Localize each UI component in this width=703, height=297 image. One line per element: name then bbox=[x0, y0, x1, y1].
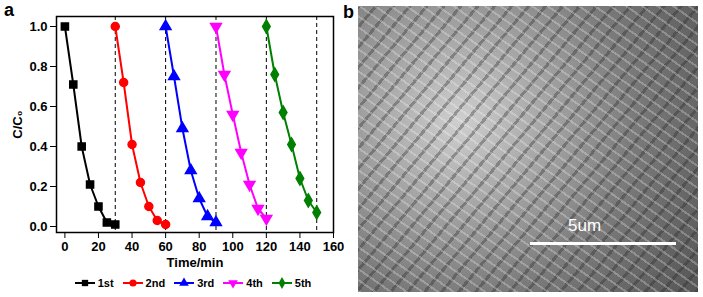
svg-text:120: 120 bbox=[255, 239, 277, 254]
svg-text:1.0: 1.0 bbox=[29, 19, 47, 34]
svg-text:100: 100 bbox=[222, 239, 244, 254]
svg-text:0.8: 0.8 bbox=[29, 59, 47, 74]
svg-text:0.6: 0.6 bbox=[29, 99, 47, 114]
svg-text:0.2: 0.2 bbox=[29, 179, 47, 194]
svg-text:160: 160 bbox=[323, 239, 345, 254]
html-text:5um: 5um bbox=[568, 216, 602, 235]
svg-text:C/C₀: C/C₀ bbox=[10, 110, 25, 138]
svg-text:140: 140 bbox=[289, 239, 311, 254]
svg-text:40: 40 bbox=[125, 239, 139, 254]
svg-text:0.4: 0.4 bbox=[29, 139, 48, 154]
svg-text:0.0: 0.0 bbox=[29, 219, 47, 234]
html-text:3rd: 3rd bbox=[197, 277, 215, 289]
svg-text:80: 80 bbox=[192, 239, 206, 254]
svg-text:Time/min: Time/min bbox=[167, 255, 224, 270]
html-text:5th: 5th bbox=[294, 277, 312, 289]
svg-text:0: 0 bbox=[61, 239, 68, 254]
svg-text:60: 60 bbox=[158, 239, 172, 254]
svg-text:20: 20 bbox=[91, 239, 105, 254]
html-text:a: a bbox=[4, 0, 14, 20]
html-text:1st: 1st bbox=[97, 277, 114, 289]
html-text:4th: 4th bbox=[246, 277, 263, 289]
html-text:b: b bbox=[343, 2, 354, 22]
html-text:2nd: 2nd bbox=[145, 277, 166, 289]
